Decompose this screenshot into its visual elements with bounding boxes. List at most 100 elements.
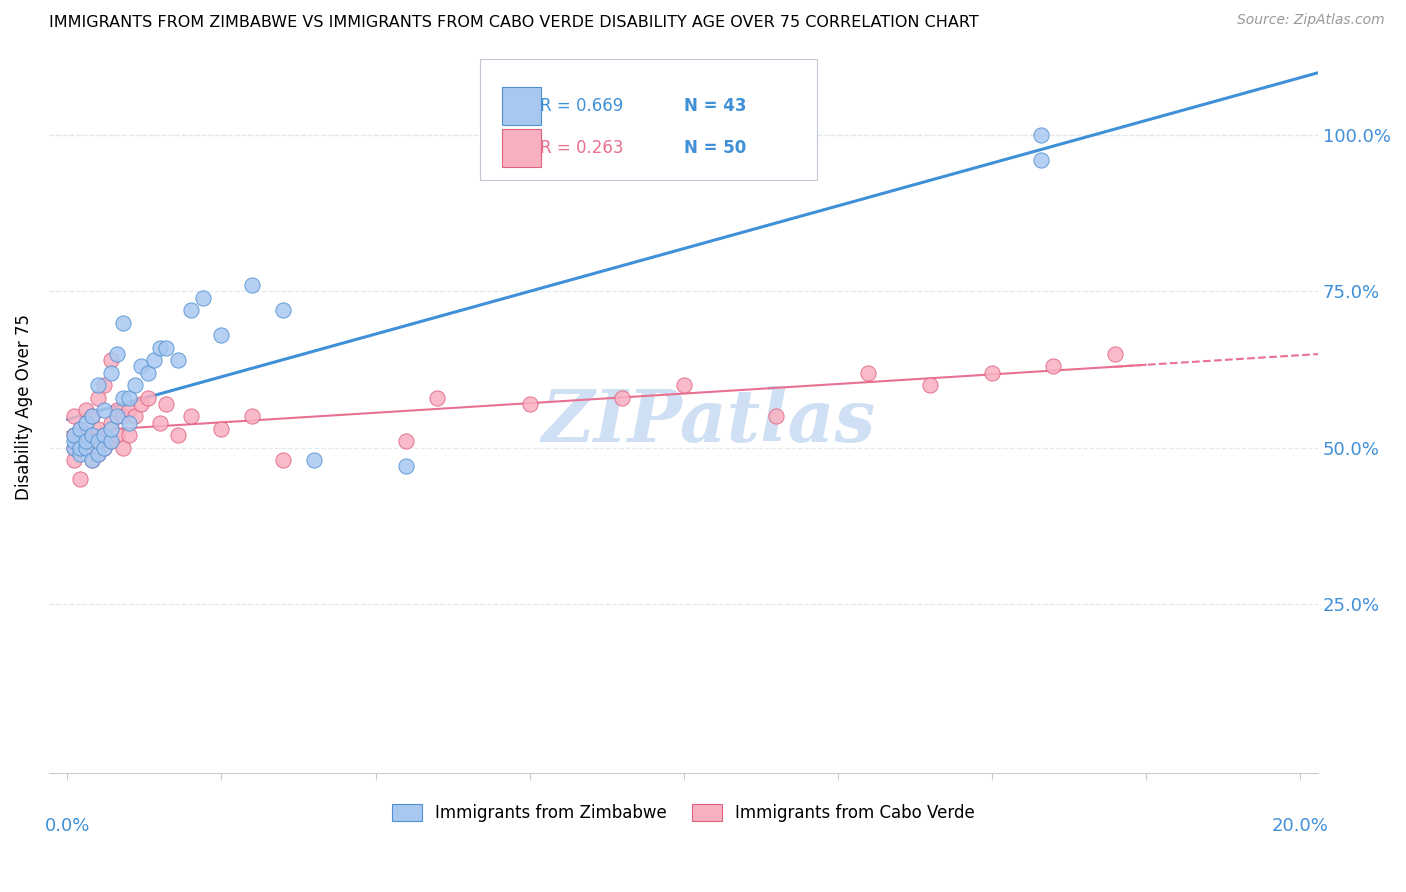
Point bbox=[1029, 128, 1052, 142]
Point bbox=[75, 416, 97, 430]
Point bbox=[111, 391, 134, 405]
Text: R = 0.263: R = 0.263 bbox=[540, 139, 624, 157]
Point bbox=[124, 378, 146, 392]
Point bbox=[82, 453, 104, 467]
Point bbox=[87, 434, 110, 449]
Point bbox=[111, 409, 134, 424]
Point bbox=[87, 378, 110, 392]
Point bbox=[93, 378, 115, 392]
FancyBboxPatch shape bbox=[481, 59, 817, 180]
Point bbox=[69, 422, 91, 436]
Point bbox=[395, 459, 418, 474]
Point bbox=[271, 303, 294, 318]
Point bbox=[980, 366, 1002, 380]
Point bbox=[93, 428, 115, 442]
Point bbox=[87, 422, 110, 436]
Point bbox=[69, 441, 91, 455]
Point bbox=[100, 416, 122, 430]
Point bbox=[82, 434, 104, 449]
Point bbox=[180, 303, 202, 318]
Text: 20.0%: 20.0% bbox=[1271, 817, 1329, 835]
Point bbox=[211, 422, 233, 436]
Y-axis label: Disability Age Over 75: Disability Age Over 75 bbox=[15, 314, 32, 500]
Text: R = 0.669: R = 0.669 bbox=[540, 97, 623, 115]
Point bbox=[82, 409, 104, 424]
Point bbox=[131, 359, 153, 374]
Point bbox=[62, 434, 84, 449]
Point bbox=[62, 441, 84, 455]
Point bbox=[118, 416, 141, 430]
Point bbox=[118, 403, 141, 417]
Point bbox=[62, 441, 84, 455]
Point bbox=[100, 434, 122, 449]
Text: IMMIGRANTS FROM ZIMBABWE VS IMMIGRANTS FROM CABO VERDE DISABILITY AGE OVER 75 CO: IMMIGRANTS FROM ZIMBABWE VS IMMIGRANTS F… bbox=[49, 15, 979, 30]
Text: 0.0%: 0.0% bbox=[45, 817, 90, 835]
Point bbox=[62, 409, 84, 424]
Point bbox=[93, 441, 115, 455]
Point bbox=[62, 453, 84, 467]
Bar bbox=[502, 87, 541, 125]
Point bbox=[87, 447, 110, 461]
Point bbox=[69, 447, 91, 461]
Point bbox=[149, 341, 172, 355]
Point bbox=[211, 328, 233, 343]
Legend: Immigrants from Zimbabwe, Immigrants from Cabo Verde: Immigrants from Zimbabwe, Immigrants fro… bbox=[384, 796, 983, 830]
Point bbox=[1104, 347, 1126, 361]
Point bbox=[111, 441, 134, 455]
Point bbox=[100, 422, 122, 436]
Bar bbox=[502, 129, 541, 167]
Point bbox=[149, 416, 172, 430]
Point bbox=[155, 341, 177, 355]
Point bbox=[111, 316, 134, 330]
Text: N = 43: N = 43 bbox=[683, 97, 747, 115]
Point bbox=[118, 391, 141, 405]
Point bbox=[191, 291, 214, 305]
Point bbox=[105, 403, 128, 417]
Point bbox=[93, 403, 115, 417]
Point bbox=[75, 403, 97, 417]
Point bbox=[1042, 359, 1064, 374]
Point bbox=[105, 347, 128, 361]
Point bbox=[519, 397, 541, 411]
Point bbox=[136, 391, 159, 405]
Point bbox=[105, 409, 128, 424]
Point bbox=[69, 422, 91, 436]
Point bbox=[62, 428, 84, 442]
Point bbox=[858, 366, 880, 380]
Point bbox=[93, 428, 115, 442]
Point bbox=[240, 409, 263, 424]
Point bbox=[82, 453, 104, 467]
Point bbox=[75, 428, 97, 442]
Point bbox=[136, 366, 159, 380]
Point bbox=[167, 428, 190, 442]
Point bbox=[765, 409, 787, 424]
Point bbox=[610, 391, 633, 405]
Point bbox=[87, 447, 110, 461]
Point bbox=[82, 428, 104, 442]
Text: ZIPatlas: ZIPatlas bbox=[541, 386, 876, 458]
Point bbox=[75, 441, 97, 455]
Point bbox=[100, 434, 122, 449]
Point bbox=[118, 428, 141, 442]
Text: N = 50: N = 50 bbox=[683, 139, 745, 157]
Point bbox=[672, 378, 695, 392]
Text: Source: ZipAtlas.com: Source: ZipAtlas.com bbox=[1237, 13, 1385, 28]
Point bbox=[131, 397, 153, 411]
Point bbox=[69, 441, 91, 455]
Point bbox=[180, 409, 202, 424]
Point bbox=[240, 277, 263, 292]
Point bbox=[918, 378, 941, 392]
Point bbox=[155, 397, 177, 411]
Point bbox=[142, 353, 165, 368]
Point bbox=[271, 453, 294, 467]
Point bbox=[75, 441, 97, 455]
Point bbox=[100, 366, 122, 380]
Point bbox=[426, 391, 449, 405]
Point bbox=[124, 409, 146, 424]
Point bbox=[69, 434, 91, 449]
Point bbox=[82, 409, 104, 424]
Point bbox=[69, 472, 91, 486]
Point bbox=[100, 353, 122, 368]
Point bbox=[395, 434, 418, 449]
Point bbox=[87, 391, 110, 405]
